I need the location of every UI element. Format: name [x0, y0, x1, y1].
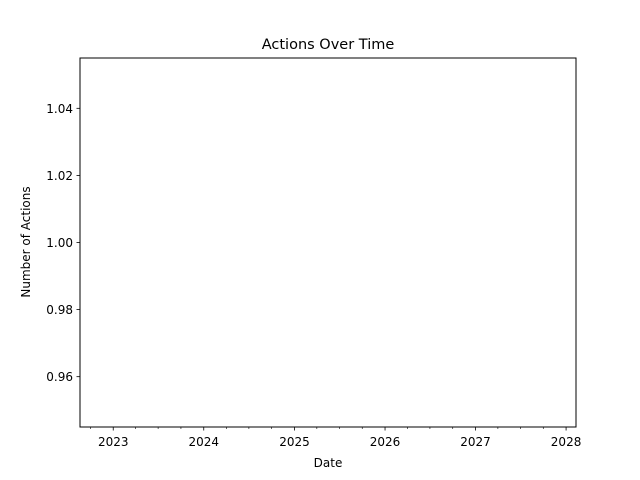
x-axis-label: Date	[314, 456, 343, 470]
chart-title: Actions Over Time	[262, 37, 395, 53]
plot-area	[80, 58, 576, 427]
x-tick-label: 2027	[460, 435, 491, 449]
x-axis: 2023 2024 2025 2026 2027 2028	[90, 427, 581, 449]
y-tick-label: 0.98	[46, 303, 73, 317]
y-tick-label: 1.02	[46, 169, 73, 183]
y-tick-label: 1.00	[46, 236, 73, 250]
y-axis: 0.96 0.98 1.00 1.02 1.04	[46, 102, 80, 384]
x-tick-label: 2023	[98, 435, 129, 449]
y-tick-label: 0.96	[46, 370, 73, 384]
x-tick-label: 2025	[279, 435, 310, 449]
x-tick-label: 2024	[188, 435, 219, 449]
y-tick-label: 1.04	[46, 102, 73, 116]
x-tick-label: 2026	[370, 435, 401, 449]
plot-frame	[79, 57, 577, 428]
x-tick-label: 2028	[551, 435, 582, 449]
y-axis-label: Number of Actions	[19, 186, 33, 297]
